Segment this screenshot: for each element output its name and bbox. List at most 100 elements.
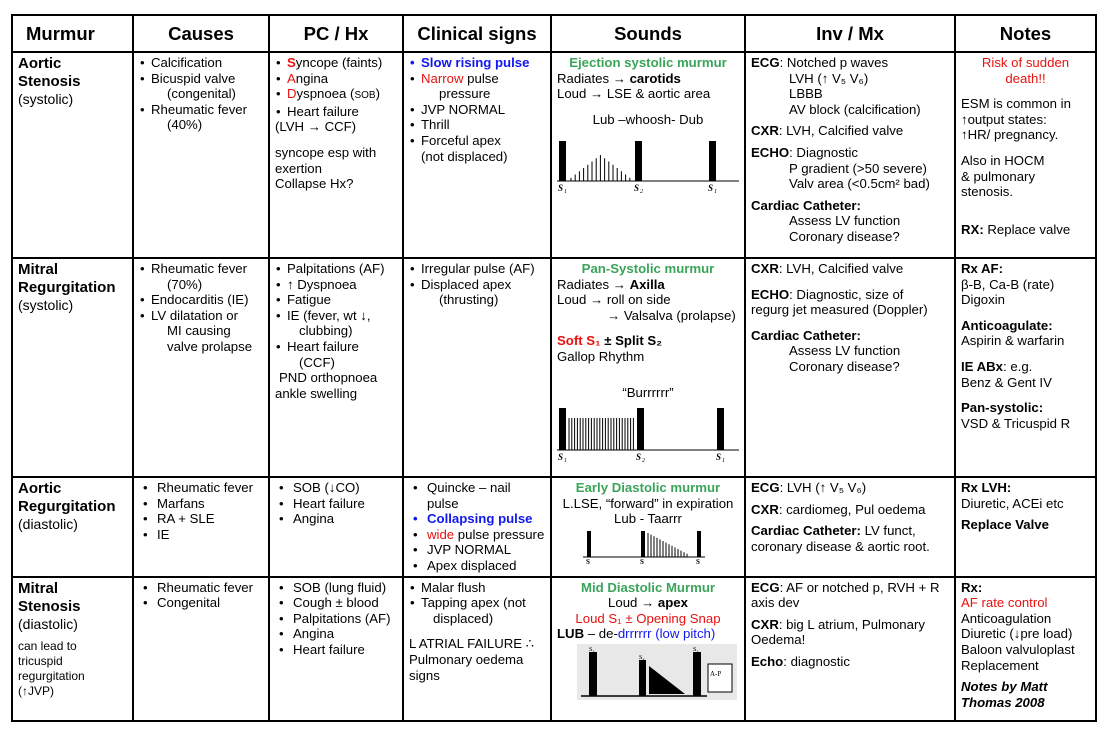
ms-note-item: Baloon valvuloplast — [961, 641, 1075, 657]
as-inv-cath: Cardiac Catheter: — [751, 197, 861, 213]
as-inv-pgrad: P gradient (>50 severe) — [789, 160, 927, 176]
mr-pc-item: ankle swelling — [275, 385, 358, 401]
header-row: Murmur Causes PC / Hx Clinical signs Sou… — [11, 14, 1097, 53]
as-sign-apex-2: (not displaced) — [421, 148, 508, 164]
mr-note-anticoag: Anticoagulate: — [961, 317, 1053, 333]
as-inv-cell: ECG: Notched p waves LVH (↑ V₅ V₆) LBBB … — [744, 51, 956, 259]
svg-text:S: S — [558, 183, 563, 193]
ms-inv-echo: Echo: diagnostic — [751, 653, 850, 669]
ms-sign-tap-2: displaced) — [433, 610, 494, 626]
svg-text:S: S — [640, 558, 644, 565]
mr-sound-onomatopoeia: “Burrrrrr” — [622, 384, 674, 400]
mr-pc-item: Fatigue — [276, 292, 397, 308]
ms-inv-cell: ECG: AF or notched p, RVH + R axis dev C… — [744, 575, 956, 722]
as-note-hocm-2: & pulmonary — [961, 168, 1036, 184]
ar-phonocardiogram: S S S — [583, 530, 705, 565]
as-inv-valve: Valv area (<0.5cm² bad) — [789, 176, 930, 192]
ar-notes-cell: Rx LVH: Diuretic, ACEi etc Replace Valve — [954, 476, 1097, 578]
mr-cause-item: (70%) — [167, 276, 203, 292]
svg-text:2: 2 — [640, 189, 643, 195]
ar-sign-wide: wide pulse pressure — [413, 527, 545, 543]
header-pc-hx: PC / Hx — [268, 14, 404, 53]
as-inv-lvh: LVH (↑ V₅ V₆) — [789, 70, 869, 86]
as-pc-angina: Angina — [276, 71, 397, 87]
svg-text:1: 1 — [564, 458, 567, 464]
mr-sound-loud: Loud → roll on side — [557, 292, 671, 308]
ms-sound-loud: Loud → apex — [608, 595, 688, 611]
as-sound-radiates: Radiates → carotids — [557, 70, 681, 86]
ms-lead: can lead to — [18, 638, 77, 653]
mr-inv-cxr: CXR: LVH, Calcified valve — [751, 261, 904, 276]
ar-sounds-cell: Early Diastolic murmur L.LSE, “forward” … — [550, 476, 746, 578]
ms-note-af: AF rate control — [961, 595, 1048, 611]
ar-cause-item: IE — [143, 527, 263, 543]
as-cause-item: Bicuspid valve — [140, 71, 263, 87]
ms-murmur-cell: Mitral Stenosis (diastolic) can lead to … — [11, 575, 134, 722]
murmur-table: Murmur Causes PC / Hx Clinical signs Sou… — [11, 14, 1097, 722]
ms-sound-title: Mid Diastolic Murmur — [580, 579, 716, 595]
as-sign-apex: Forceful apex — [410, 133, 545, 149]
svg-text:1: 1 — [714, 189, 717, 195]
ms-signs-cell: Malar flush Tapping apex (not displaced)… — [402, 575, 552, 722]
mr-type: (systolic) — [18, 297, 74, 313]
ms-pc-item: SOB (lung fluid) — [279, 580, 397, 596]
ar-inv-ecg: ECG: LVH (↑ V₅ V₆) — [751, 480, 867, 495]
ar-pc-item: Heart failure — [279, 496, 397, 512]
as-sign-thrill: Thrill — [410, 117, 545, 133]
header-inv-mx: Inv / Mx — [744, 14, 956, 53]
ms-note-item: Anticoagulation — [961, 610, 1052, 626]
ar-sign-jvp: JVP NORMAL — [413, 542, 545, 558]
as-pc-note: exertion — [275, 160, 322, 176]
ar-sound-title: Early Diastolic murmur — [575, 480, 721, 495]
mr-sign-item: Displaced apex — [410, 277, 545, 293]
ar-note-replace: Replace Valve — [961, 517, 1049, 533]
row-aortic-regurgitation: Aortic Regurgitation (diastolic) Rheumat… — [11, 476, 1097, 578]
ms-note-rx: Rx: — [961, 579, 983, 595]
ms-sign-malar: Malar flush — [410, 580, 545, 596]
ar-murmur-cell: Aortic Regurgitation (diastolic) — [11, 476, 134, 578]
mr-pc-cell: Palpitations (AF) ↑ Dyspnoea Fatigue IE … — [268, 257, 404, 478]
ar-inv-cell: ECG: LVH (↑ V₅ V₆) CXR: cardiomeg, Pul o… — [744, 476, 956, 578]
mr-pc-item: ↑ Dyspnoea — [276, 277, 397, 293]
ms-lead-2: tricuspid — [18, 653, 63, 668]
header-clinical-signs: Clinical signs — [402, 14, 552, 53]
ar-cause-item: Rheumatic fever — [143, 480, 263, 496]
as-pc-heart-failure: Heart failure — [276, 104, 397, 120]
mr-sign-item: (thrusting) — [439, 292, 499, 308]
mr-signs-cell: Irregular pulse (AF) Displaced apex (thr… — [402, 257, 552, 478]
mr-pc-item: PND orthopnoea — [279, 370, 378, 386]
as-note-risk-2: death!! — [1005, 70, 1046, 86]
ar-signs-cell: Quincke – nail pulse Collapsing pulse wi… — [402, 476, 552, 578]
ms-sign-tap: Tapping apex (not — [410, 595, 545, 611]
svg-text:S: S — [696, 558, 700, 565]
mr-sound-s1-s2: Soft S₁ ± Split S₂ — [557, 333, 663, 349]
mr-name-1: Mitral — [18, 261, 59, 278]
as-signs-cell: Slow rising pulse Narrow pulse pressure … — [402, 51, 552, 259]
mr-note-pan: Pan-systolic: — [961, 400, 1044, 416]
as-inv-echo: ECHO: Diagnostic — [751, 144, 859, 160]
ar-name-2: Regurgitation — [18, 498, 116, 515]
ar-sound-line: L.LSE, “forward” in expiration — [562, 495, 734, 511]
ms-sign-pul: Pulmonary oedema — [409, 651, 524, 667]
svg-text:S: S — [558, 452, 563, 462]
mr-notes-cell: Rx AF: β-B, Ca-B (rate) Digoxin Anticoag… — [954, 257, 1097, 478]
mr-cause-item: MI causing — [167, 323, 231, 339]
ms-inv-cxr: CXR: big L atrium, Pulmonary — [751, 616, 925, 632]
ar-pc-item: SOB (↓CO) — [279, 480, 397, 496]
ar-type: (diastolic) — [18, 516, 78, 532]
ar-sound-onomatopoeia: Lub - Taarrr — [614, 511, 682, 527]
mr-pc-item: Palpitations (AF) — [276, 261, 397, 277]
ms-cause-item: Congenital — [143, 595, 263, 611]
header-causes: Causes — [132, 14, 270, 53]
mr-causes-cell: Rheumatic fever (70%) Endocarditis (IE) … — [132, 257, 270, 478]
mr-note-pan-t: VSD & Tricuspid R — [961, 415, 1071, 431]
as-notes-cell: Risk of sudden death!! ESM is common in … — [954, 51, 1097, 259]
svg-text:A-P: A-P — [710, 670, 721, 678]
mr-phonocardiogram: S 1 S 2 S 1 — [557, 408, 739, 464]
header-sounds: Sounds — [550, 14, 746, 53]
row-mitral-stenosis: Mitral Stenosis (diastolic) can lead to … — [11, 575, 1097, 722]
ms-inv-ecg-2: axis dev — [751, 595, 800, 611]
ar-note-rx: Rx LVH: — [961, 480, 1012, 495]
ms-pc-item: Cough ± blood — [279, 595, 397, 611]
mr-sounds-cell: Pan-Systolic murmur Radiates → Axilla Lo… — [550, 257, 746, 478]
